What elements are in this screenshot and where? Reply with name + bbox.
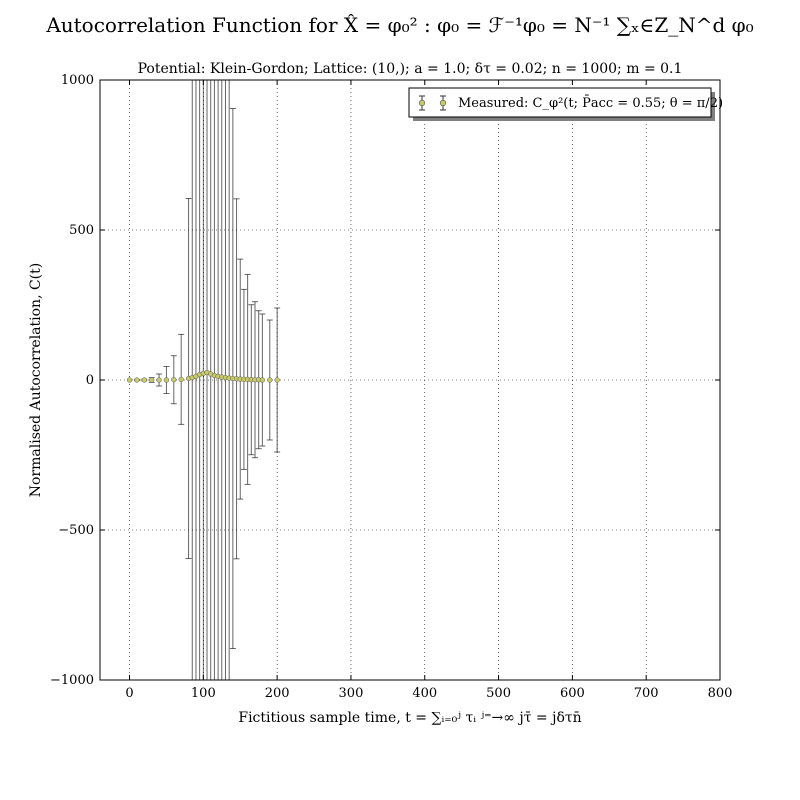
y-axis-label: Normalised Autocorrelation, C(t) xyxy=(28,263,44,498)
data-point xyxy=(126,377,133,383)
legend-box xyxy=(408,87,712,118)
legend: Measured: C_φ²(t; P̄acc = 0.55; θ = π/2) xyxy=(408,87,723,121)
y-tick-label: −500 xyxy=(58,523,94,538)
x-tick-label: 500 xyxy=(486,686,511,701)
data-point xyxy=(149,377,155,383)
x-axis-ticks: 0 100 200 300 400 500 600 700 800 xyxy=(125,80,732,701)
y-tick-label: 500 xyxy=(69,223,94,238)
x-axis-label: Fictitious sample time, t = ∑ᵢ₌₀ʲ τᵢ ʲ⁼→… xyxy=(238,710,581,726)
x-tick-label: 200 xyxy=(265,686,290,701)
legend-marker xyxy=(418,95,447,111)
x-tick-label: 400 xyxy=(412,686,437,701)
y-axis-ticks: −1000 −500 0 500 1000 xyxy=(50,73,720,688)
data-point xyxy=(171,377,177,383)
y-tick-label: −1000 xyxy=(50,673,94,688)
x-tick-label: 0 xyxy=(125,686,133,701)
data-points xyxy=(126,369,280,383)
data-point xyxy=(141,377,147,383)
x-tick-label: 800 xyxy=(708,686,733,701)
chart-title: Autocorrelation Function for X̂ = φ₀² : … xyxy=(45,13,753,37)
legend-label: Measured: C_φ²(t; P̄acc = 0.55; θ = π/2) xyxy=(458,95,723,111)
x-tick-label: 600 xyxy=(560,686,585,701)
x-tick-label: 100 xyxy=(191,686,216,701)
x-tick-label: 300 xyxy=(339,686,364,701)
data-point xyxy=(267,377,273,383)
data-point xyxy=(156,377,162,383)
y-tick-label: 1000 xyxy=(61,73,94,88)
data-point xyxy=(274,377,280,383)
data-point xyxy=(178,376,184,383)
data-point xyxy=(163,377,170,383)
y-tick-label: 0 xyxy=(86,373,94,388)
data-point xyxy=(134,377,140,383)
chart-subtitle: Potential: Klein-Gordon; Lattice: (10,);… xyxy=(138,61,683,77)
data-point xyxy=(259,377,266,383)
x-tick-label: 700 xyxy=(634,686,659,701)
